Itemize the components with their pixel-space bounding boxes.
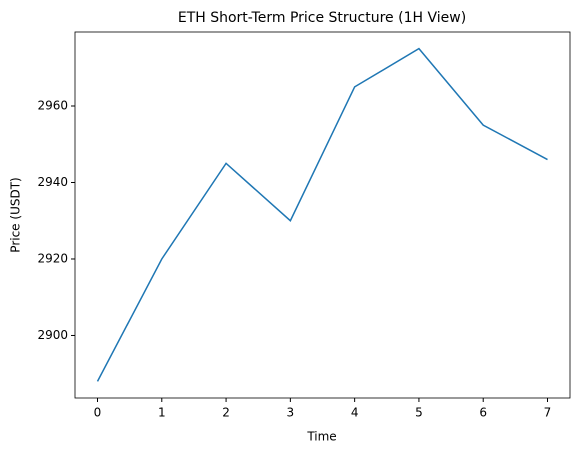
x-tick-label: 6 (479, 406, 487, 420)
x-tick-label: 1 (158, 406, 166, 420)
chart-title: ETH Short-Term Price Structure (1H View) (178, 10, 466, 26)
line (96, 47, 548, 382)
x-tick-label: 0 (94, 406, 102, 420)
y-tick-label: 2960 (37, 99, 68, 113)
x-tick-label: 4 (351, 406, 359, 420)
y-tick-label: 2940 (37, 175, 68, 189)
x-tick-label: 5 (415, 406, 423, 420)
y-tick-label: 2900 (37, 328, 68, 342)
plot-frame (74, 31, 571, 399)
x-axis-label: Time (306, 430, 336, 444)
x-tick-label: 3 (287, 406, 295, 420)
y-tick-label: 2920 (37, 251, 68, 265)
x-tick-label: 2 (222, 406, 230, 420)
y-axis-label: Price (USDT) (9, 177, 23, 252)
x-tick-label: 7 (544, 406, 552, 420)
